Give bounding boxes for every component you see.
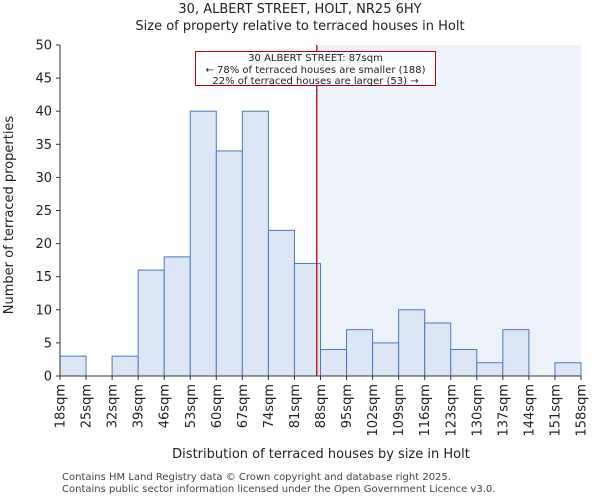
- annotation-smaller-text: ← 78% of terraced houses are smaller (18…: [205, 64, 426, 76]
- x-tick-label: 123sqm: [444, 384, 459, 437]
- y-tick-label: 45: [35, 72, 52, 87]
- histogram-bar: [450, 349, 478, 377]
- histogram-bar: [372, 342, 400, 377]
- histogram-bar: [476, 362, 504, 377]
- x-tick-label: 102sqm: [366, 384, 381, 437]
- x-axis-label: Distribution of terraced houses by size …: [172, 447, 470, 462]
- y-tick-label: 15: [35, 270, 52, 285]
- x-tick-label: 144sqm: [522, 384, 537, 437]
- histogram-bar: [554, 362, 582, 377]
- x-tick-label: 109sqm: [392, 384, 407, 437]
- histogram-bar: [267, 229, 295, 377]
- x-tick-label: 88sqm: [314, 384, 329, 428]
- annotation-larger-text: 22% of terraced houses are larger (53) →: [212, 76, 419, 87]
- x-tick-label: 116sqm: [418, 384, 433, 437]
- x-tick-label: 60sqm: [210, 384, 225, 428]
- histogram-bar: [59, 355, 87, 377]
- x-tick-label: 25sqm: [80, 384, 95, 428]
- y-tick-label: 40: [35, 105, 52, 120]
- histogram-bar: [424, 322, 452, 377]
- histogram-bar: [111, 355, 139, 377]
- x-tick-label: 81sqm: [288, 384, 303, 428]
- histogram-bar: [346, 329, 374, 377]
- histogram-bar: [241, 110, 269, 377]
- histogram-bar: [502, 329, 530, 377]
- y-tick-label: 5: [44, 336, 52, 351]
- x-tick-label: 74sqm: [262, 384, 277, 428]
- y-tick-label: 10: [35, 303, 52, 318]
- y-tick-label: 50: [35, 39, 52, 54]
- histogram-bar: [215, 150, 243, 377]
- chart-title: 30, ALBERT STREET, HOLT, NR25 6HY: [178, 2, 422, 17]
- histogram-bar: [189, 110, 217, 377]
- annotation-property-label: 30 ALBERT STREET: 87sqm: [248, 53, 383, 64]
- x-tick-label: 158sqm: [575, 384, 590, 437]
- x-tick-label: 137sqm: [496, 384, 511, 437]
- x-tick-label: 53sqm: [184, 384, 199, 428]
- y-tick-label: 30: [35, 171, 52, 186]
- x-tick-label: 130sqm: [470, 384, 485, 437]
- x-tick-label: 67sqm: [236, 384, 251, 428]
- property-annotation-box: 30 ALBERT STREET: 87sqm ← 78% of terrace…: [195, 51, 436, 87]
- footer-licence: Contains public sector information licen…: [62, 484, 496, 495]
- y-tick-label: 0: [44, 370, 52, 385]
- histogram-bar: [320, 349, 348, 377]
- x-tick-label: 95sqm: [340, 384, 355, 428]
- x-tick-label: 39sqm: [132, 384, 147, 428]
- chart-subtitle: Size of property relative to terraced ho…: [135, 19, 465, 34]
- larger-properties-region: [316, 45, 581, 376]
- histogram-bar: [163, 256, 191, 377]
- y-tick-label: 35: [35, 138, 52, 153]
- histogram-bar: [398, 309, 426, 377]
- footer-copyright: Contains HM Land Registry data © Crown c…: [62, 472, 451, 483]
- x-tick-label: 18sqm: [54, 384, 69, 428]
- y-axis-label: Number of terraced properties: [2, 116, 17, 315]
- histogram-bar: [137, 269, 165, 377]
- x-tick-label: 32sqm: [106, 384, 121, 428]
- y-tick-label: 20: [35, 237, 52, 252]
- x-tick-label: 151sqm: [548, 384, 563, 437]
- y-tick-label: 25: [35, 204, 52, 219]
- x-tick-label: 46sqm: [158, 384, 173, 428]
